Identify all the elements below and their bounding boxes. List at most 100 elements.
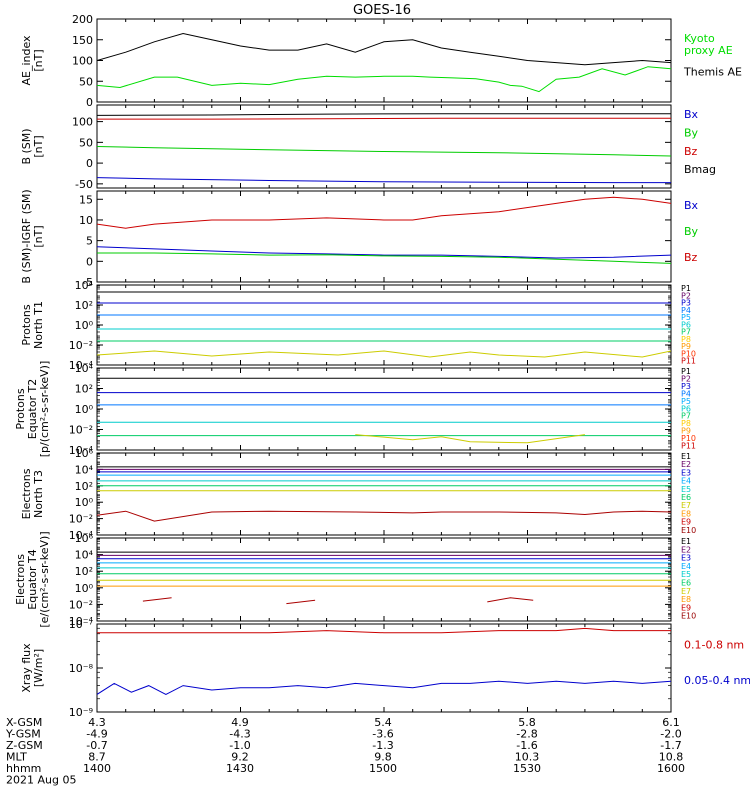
series-line-e9a [142, 597, 172, 602]
panel-frame [96, 18, 672, 103]
footer-value: 1500 [369, 762, 397, 775]
panel-frame [96, 452, 672, 536]
y-tick-label: 10⁴ [75, 362, 94, 375]
y-tick-label: -5 [82, 276, 93, 289]
legend-entry: P9 [681, 342, 691, 351]
y-tick-label: 10⁻² [69, 424, 93, 437]
y-tick-label: 10⁻² [69, 513, 93, 526]
panel-frame [96, 623, 672, 713]
footer-value: -0.7 [86, 739, 107, 752]
footer-value: -1.0 [229, 739, 250, 752]
series-line-e9 [97, 510, 671, 522]
legend-entry: E2 [681, 460, 691, 469]
y-tick-label: 10⁴ [75, 463, 94, 476]
legend-entry: E4 [681, 562, 691, 571]
legend-entry: P11 [681, 442, 696, 451]
series-group [97, 291, 671, 358]
legend-entry: P1 [681, 284, 691, 293]
legend-entry: E4 [681, 477, 691, 486]
y-tick-label: 10⁻⁴ [69, 529, 94, 542]
legend: Kyoto proxy AE Themis AE [683, 32, 742, 78]
series-line-p8 [97, 350, 671, 358]
y-tick-label: -50 [75, 178, 93, 191]
footer-value: -4.3 [229, 728, 250, 741]
footer-value: 1600 [657, 762, 685, 775]
series-line-themis-ae [97, 32, 671, 66]
y-tick-label: 10⁻² [69, 339, 93, 352]
footer-value: 4.3 [88, 716, 106, 729]
legend-entry: Kyoto proxy AE [684, 32, 733, 57]
legend-entry: P1 [681, 367, 691, 376]
legend-entry: By [684, 126, 699, 139]
y-tick-label: 10⁰ [75, 496, 94, 509]
footer-row-label: Z-GSM [6, 739, 43, 752]
legend-entry: E8 [681, 595, 691, 604]
series-line-p8 [355, 434, 585, 444]
footer-value: 5.8 [518, 716, 536, 729]
footer-row-label: Y-GSM [5, 728, 41, 741]
footer-value: -2.8 [516, 728, 537, 741]
y-tick-label: 10⁰ [75, 582, 94, 595]
legend-entry: Themis AE [683, 65, 742, 78]
footer-value: -1.3 [372, 739, 393, 752]
legend-entry: E8 [681, 509, 691, 518]
legend-entry: P3 [681, 299, 691, 308]
legend-entry: Bx [684, 108, 699, 121]
legend-entry: P2 [681, 291, 691, 300]
series-line-bz [97, 196, 671, 229]
series-group [97, 551, 671, 605]
series-group [97, 627, 671, 695]
panel-frame [96, 190, 672, 283]
legend-entry: P10 [681, 434, 696, 443]
legend-entry: E6 [681, 493, 691, 502]
panel-ae: 0 50 100 150 200 AE_index[nT] Kyoto proxy AE The… [20, 13, 742, 109]
y-tick-label: 10⁶ [75, 447, 94, 460]
y-axis-label: ElectronsEquator T4[e/(cm²-s-sr-keV)] [14, 531, 51, 627]
panel-frame [96, 537, 672, 622]
legend-entry: E10 [681, 612, 696, 621]
legend-entry: P8 [681, 335, 691, 344]
legend-entry: E1 [681, 537, 691, 546]
legend: Bx By Bz [684, 199, 699, 264]
y-tick-label: 50 [79, 136, 93, 149]
y-tick-label: 10⁻⁴ [69, 359, 94, 372]
legend-entry: P4 [681, 389, 691, 398]
series-group [97, 466, 671, 522]
series-line-e9b [286, 599, 316, 605]
y-axis-label: AE_index[nT] [20, 35, 45, 86]
y-tick-label: 0 [86, 157, 93, 170]
series-group [97, 32, 671, 93]
y-axis-label: Xray flux[W/m²] [20, 643, 45, 693]
legend-entry: Bmag [684, 163, 716, 176]
legend-entry: E2 [681, 545, 691, 554]
legend-entry: P8 [681, 419, 691, 428]
y-tick-label: 10² [75, 480, 93, 493]
series-group [97, 196, 671, 264]
legend-entry: Bz [684, 145, 698, 158]
series-line-0-05-0-4-nm [97, 680, 671, 695]
legend-entry: E9 [681, 518, 691, 527]
legend-entry: E3 [681, 554, 691, 563]
legend-entry: E9 [681, 603, 691, 612]
y-axis-label: ProtonsNorth T1 [20, 301, 45, 349]
legend-entry: P3 [681, 382, 691, 391]
footer-date: 2021 Aug 05 [6, 774, 76, 787]
footer-value: 6.1 [662, 716, 680, 729]
y-tick-label: 10⁴ [75, 549, 94, 562]
footer-value: 9.2 [231, 751, 249, 764]
legend-entry: E7 [681, 587, 691, 596]
series-line-e9c [487, 597, 534, 603]
panel-xray: 10⁻⁹ 10⁻⁸ 10⁻⁷ Xray flux[W/m²] 0.1-0.8 nm 0.0… [20, 618, 750, 719]
y-tick-label: 5 [86, 235, 93, 248]
footer-value: 1530 [513, 762, 541, 775]
panel-bdiff: -5 0 5 10 15 B (SM)-IGRF (SM)[nT] Bx By Bz [20, 189, 699, 289]
footer-ephemeris: X-GSM 4.3 4.9 5.4 5.8 6.1 Y-GSM -4.9 -4.3 -3.6 -2.… [5, 716, 685, 787]
legend-entry: P10 [681, 349, 696, 358]
legend-entry: By [684, 225, 699, 238]
y-tick-label: 50 [79, 75, 93, 88]
series-line-by [97, 146, 671, 157]
